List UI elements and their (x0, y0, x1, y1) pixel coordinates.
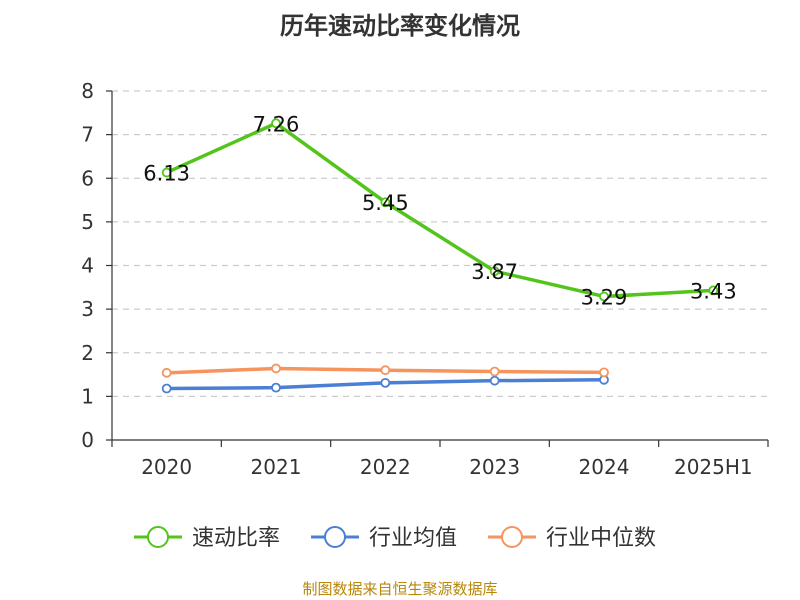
y-tick-label: 1 (81, 384, 94, 408)
x-tick-label: 2021 (251, 455, 302, 479)
y-tick-label: 5 (81, 210, 94, 234)
y-tick-label: 7 (81, 123, 94, 147)
legend-label: 行业均值 (369, 526, 457, 551)
data-labels: 6.13 7.26 5.45 3.87 3.29 3.43 (143, 112, 736, 309)
data-label: 6.13 (143, 162, 190, 186)
data-label: 3.29 (581, 285, 628, 309)
data-point (161, 383, 172, 394)
series-line-0 (164, 121, 716, 299)
y-tick-label: 6 (81, 166, 94, 190)
data-point (161, 367, 172, 378)
data-label: 3.87 (471, 260, 518, 284)
legend-item-0[interactable]: 速动比率 (134, 526, 280, 551)
data-point (599, 291, 609, 302)
chart-title: 历年速动比率变化情况 (280, 12, 520, 40)
legend-label: 速动比率 (192, 526, 280, 551)
data-point (271, 382, 281, 393)
data-point (489, 366, 500, 377)
legend-item-2[interactable]: 行业中位数 (488, 526, 656, 551)
grid-lines (112, 90, 768, 397)
y-tick-label: 8 (81, 79, 94, 103)
data-source-note: 制图数据来自恒生聚源数据库 (302, 580, 498, 598)
legend-item-1[interactable]: 行业均值 (311, 526, 457, 551)
y-tick-label: 3 (81, 297, 94, 321)
data-point (380, 365, 391, 376)
data-point (271, 363, 281, 374)
legend[interactable]: 速动比率 行业均值 行业中位数 (134, 526, 656, 551)
series-lines (161, 118, 719, 394)
legend-marker (147, 526, 169, 548)
legend-marker (501, 526, 523, 548)
data-label: 7.26 (253, 112, 300, 136)
x-tick-label: 2024 (579, 455, 630, 479)
data-point (489, 266, 500, 277)
legend-marker (324, 526, 346, 548)
data-label: 3.43 (690, 279, 737, 303)
data-point (271, 118, 281, 129)
x-tick-label: 2025H1 (674, 455, 753, 479)
y-tick-label: 2 (81, 341, 94, 365)
x-tick-label: 2020 (141, 455, 192, 479)
data-point (380, 197, 391, 208)
y-tick-label: 0 (81, 428, 94, 452)
data-label: 5.45 (362, 191, 409, 215)
data-point (599, 367, 609, 378)
x-tick-label: 2023 (469, 455, 520, 479)
y-tick-label: 4 (81, 254, 94, 278)
axes: 0 1 2 3 4 5 6 7 8 2020 2021 2022 2023 2024 2025H1 (81, 79, 769, 479)
data-point (161, 167, 172, 178)
legend-label: 行业中位数 (546, 526, 656, 551)
x-tick-label: 2022 (360, 455, 411, 479)
data-point (489, 375, 500, 386)
data-point (708, 285, 719, 296)
data-point (380, 377, 391, 388)
